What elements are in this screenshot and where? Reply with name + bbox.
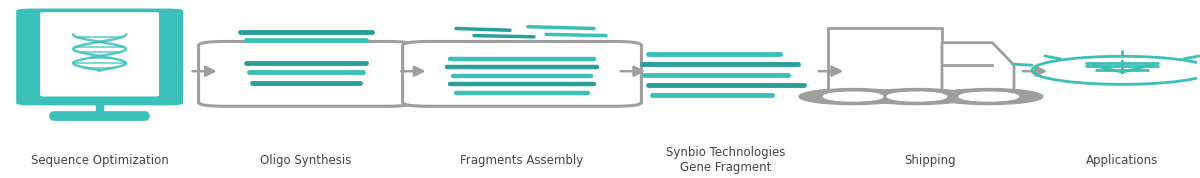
Text: Shipping: Shipping (904, 154, 956, 167)
Circle shape (887, 92, 947, 101)
Polygon shape (942, 43, 1014, 93)
Text: Applications: Applications (1086, 154, 1158, 167)
FancyBboxPatch shape (828, 28, 942, 93)
FancyBboxPatch shape (199, 41, 413, 106)
Circle shape (935, 89, 1043, 105)
Text: Sequence Optimization: Sequence Optimization (31, 154, 168, 167)
Circle shape (799, 89, 907, 105)
Text: Synbio Technologies
Gene Fragment: Synbio Technologies Gene Fragment (666, 146, 786, 174)
Circle shape (959, 92, 1019, 101)
FancyBboxPatch shape (17, 9, 184, 105)
Circle shape (823, 92, 883, 101)
Text: Fragments Assembly: Fragments Assembly (461, 154, 583, 167)
FancyBboxPatch shape (403, 41, 641, 106)
Circle shape (863, 89, 971, 105)
Text: Oligo Synthesis: Oligo Synthesis (260, 154, 352, 167)
FancyBboxPatch shape (41, 12, 158, 96)
